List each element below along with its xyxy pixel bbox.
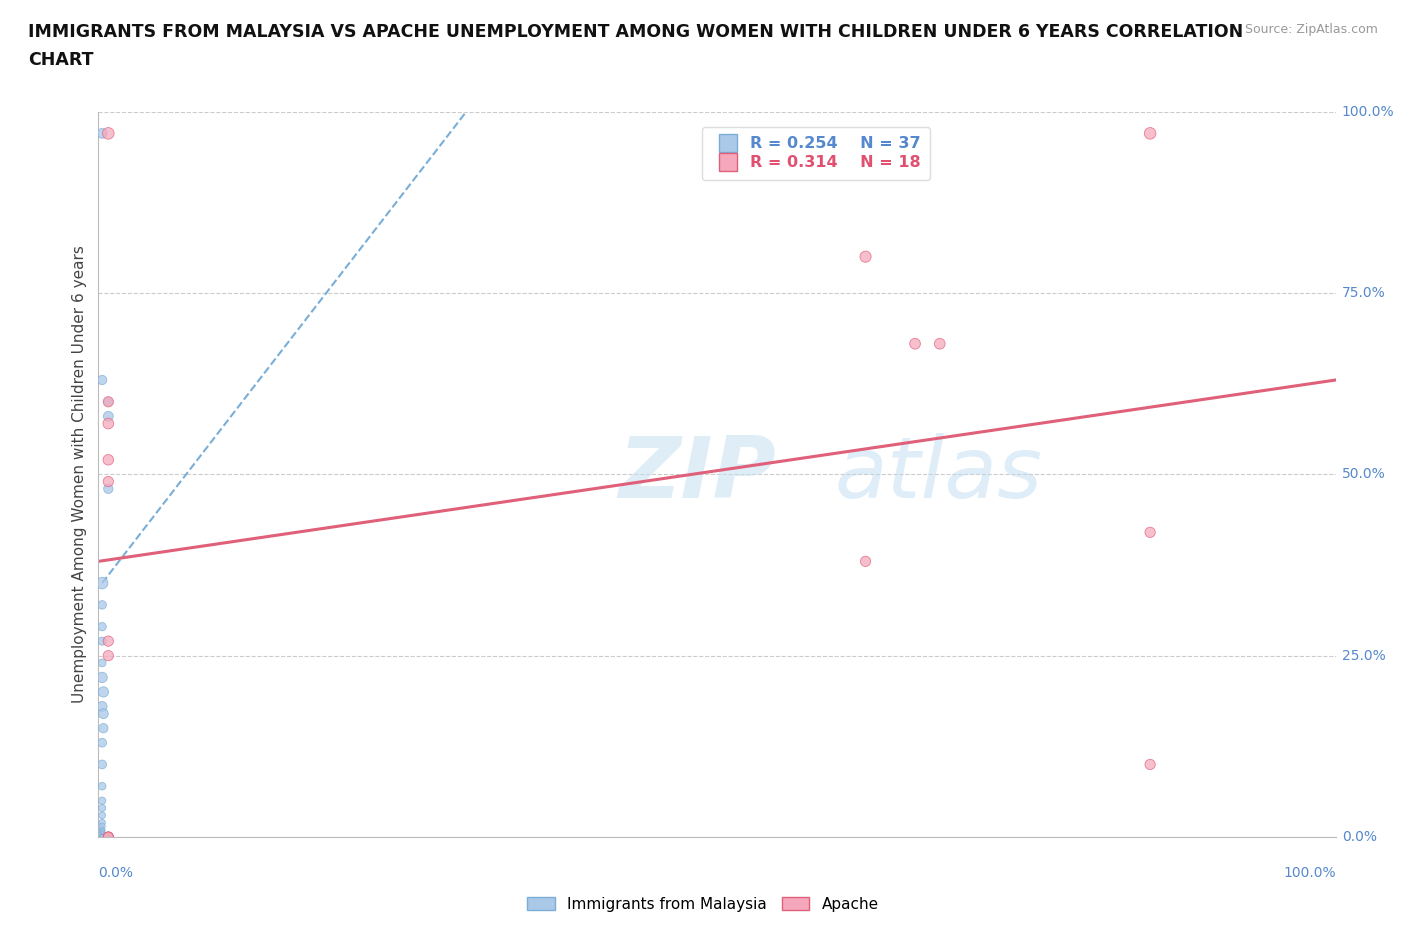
Point bbox=[91, 830, 114, 844]
Text: 100.0%: 100.0% bbox=[1284, 866, 1336, 880]
Point bbox=[91, 619, 114, 634]
Point bbox=[1139, 126, 1161, 140]
Point bbox=[91, 757, 114, 772]
Point bbox=[91, 828, 114, 843]
Point bbox=[97, 126, 120, 140]
Legend: Immigrants from Malaysia, Apache: Immigrants from Malaysia, Apache bbox=[522, 890, 884, 918]
Legend: R = 0.254    N = 37, R = 0.314    N = 18: R = 0.254 N = 37, R = 0.314 N = 18 bbox=[702, 126, 931, 180]
Point bbox=[91, 818, 114, 833]
Text: ZIP: ZIP bbox=[619, 432, 776, 516]
Text: 50.0%: 50.0% bbox=[1341, 467, 1386, 482]
Point bbox=[93, 684, 115, 699]
Point bbox=[91, 656, 114, 671]
Y-axis label: Unemployment Among Women with Children Under 6 years: Unemployment Among Women with Children U… bbox=[72, 246, 87, 703]
Text: 75.0%: 75.0% bbox=[1341, 286, 1386, 300]
Point bbox=[91, 633, 114, 648]
Text: 0.0%: 0.0% bbox=[98, 866, 134, 880]
Point bbox=[91, 597, 114, 612]
Point bbox=[91, 576, 114, 591]
Point bbox=[91, 830, 114, 844]
Point bbox=[91, 670, 114, 684]
Point bbox=[91, 822, 114, 837]
Point bbox=[855, 249, 877, 264]
Text: Source: ZipAtlas.com: Source: ZipAtlas.com bbox=[1244, 23, 1378, 36]
Point bbox=[97, 394, 120, 409]
Point bbox=[91, 830, 114, 844]
Point bbox=[91, 830, 114, 844]
Point bbox=[97, 452, 120, 467]
Point bbox=[91, 830, 114, 844]
Point bbox=[91, 824, 114, 839]
Point bbox=[93, 721, 115, 736]
Point bbox=[97, 482, 120, 497]
Point bbox=[97, 830, 120, 844]
Point bbox=[91, 830, 114, 844]
Point bbox=[97, 474, 120, 489]
Point bbox=[97, 416, 120, 431]
Text: 25.0%: 25.0% bbox=[1341, 648, 1386, 663]
Text: 100.0%: 100.0% bbox=[1341, 104, 1395, 119]
Point bbox=[97, 830, 120, 844]
Point bbox=[904, 337, 927, 352]
Point bbox=[91, 808, 114, 823]
Point bbox=[91, 825, 114, 840]
Point bbox=[1139, 757, 1161, 772]
Point bbox=[91, 778, 114, 793]
Point bbox=[928, 337, 950, 352]
Point bbox=[97, 394, 120, 409]
Point bbox=[91, 830, 114, 844]
Point bbox=[97, 633, 120, 648]
Point bbox=[97, 830, 120, 844]
Text: 0.0%: 0.0% bbox=[1341, 830, 1376, 844]
Point bbox=[91, 830, 114, 844]
Point bbox=[91, 815, 114, 830]
Point bbox=[91, 827, 114, 842]
Point bbox=[91, 830, 114, 844]
Point bbox=[93, 706, 115, 721]
Point bbox=[855, 554, 877, 569]
Point bbox=[91, 793, 114, 808]
Point bbox=[91, 373, 114, 388]
Point bbox=[97, 648, 120, 663]
Text: atlas: atlas bbox=[835, 432, 1043, 516]
Point bbox=[91, 736, 114, 751]
Point bbox=[91, 126, 114, 140]
Point bbox=[97, 830, 120, 844]
Point bbox=[1139, 525, 1161, 539]
Text: IMMIGRANTS FROM MALAYSIA VS APACHE UNEMPLOYMENT AMONG WOMEN WITH CHILDREN UNDER : IMMIGRANTS FROM MALAYSIA VS APACHE UNEMP… bbox=[28, 23, 1243, 41]
Point bbox=[91, 801, 114, 816]
Point bbox=[91, 699, 114, 714]
Text: CHART: CHART bbox=[28, 51, 94, 69]
Point bbox=[97, 409, 120, 424]
